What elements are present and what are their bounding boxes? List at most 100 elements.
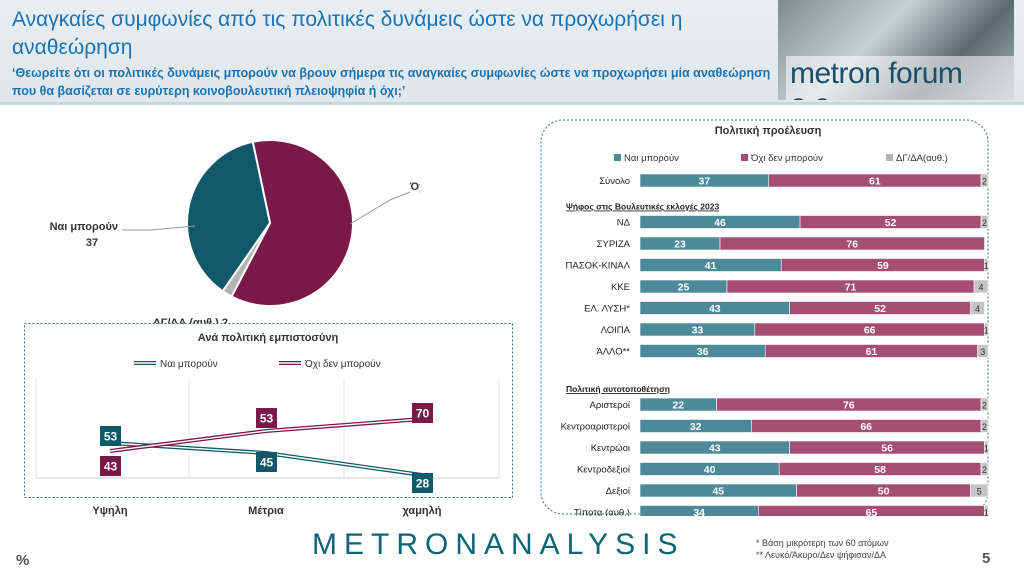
x-tick-label: Μέτρια (248, 505, 284, 517)
bar-value: 1 (984, 326, 989, 336)
bar-value: 22 (672, 400, 684, 412)
legend-swatch (886, 154, 893, 161)
bar-value: 56 (881, 443, 893, 455)
pie-value: 37 (86, 237, 98, 249)
page-number: 5 (982, 550, 991, 567)
bar-value: 1 (984, 508, 989, 516)
bar-value: 37 (699, 176, 711, 188)
legend-label: Όχι δεν μπορούν (750, 153, 823, 164)
bar-value: 66 (860, 421, 872, 433)
bar-value: 71 (845, 282, 857, 294)
bar-segment (980, 397, 989, 412)
page-title: Αναγκαίες συμφωνίες από τις πολιτικές δυ… (12, 8, 683, 59)
data-label: 53 (260, 412, 274, 426)
bar-segment (970, 301, 985, 315)
data-label-box (100, 456, 121, 476)
group-heading: Ψήφος στις Βουλευτικές εκλογές 2023 (566, 202, 719, 212)
row-label: Σύνολο (599, 176, 630, 187)
data-label: 70 (416, 407, 430, 421)
legend-swatch (614, 154, 621, 161)
legend-label: Ναι μπορούν (624, 153, 679, 164)
bar-segment (980, 173, 989, 188)
bar-value: 61 (866, 346, 878, 358)
bar-segment (984, 258, 989, 272)
bar-value: 52 (885, 217, 897, 229)
data-label-box (256, 408, 277, 428)
bar-value: 59 (877, 260, 889, 272)
header-divider (0, 102, 1024, 105)
bar-chart: Πολιτική προέλευση Ναι μπορούν Όχι δεν μπο… (540, 119, 989, 517)
footnotes: * Βάση μικρότερη των 60 ατόμων ** Λευκό/… (756, 537, 889, 561)
header-band: Αναγκαίες συμφωνίες από τις πολιτικές δυ… (0, 0, 1024, 103)
metron-forum-logo: metron forum 2.0 (778, 0, 1014, 100)
bar-segment (980, 419, 989, 433)
legend-label: Όχι δεν μπορούν (304, 358, 381, 370)
data-label: 43 (104, 460, 118, 474)
data-label-box (412, 403, 433, 423)
bar-segment (980, 462, 989, 476)
pie-slice (186, 140, 272, 293)
group-heading: Πολιτική αυτοτοποθέτηση (566, 384, 670, 394)
data-label-box (256, 452, 277, 472)
bar-value: 41 (705, 260, 717, 272)
bar-value: 1 (984, 444, 989, 454)
bar-segment (984, 322, 989, 337)
bar-value: 65 (866, 507, 878, 516)
bar-value: 4 (975, 304, 980, 314)
bar-value: 34 (693, 507, 705, 516)
data-label: 53 (104, 430, 118, 444)
bar-value: 2 (982, 422, 987, 432)
bar-value: 5 (977, 487, 982, 497)
row-label: ΆΛΛΟ** (596, 347, 630, 358)
bar-value: 66 (864, 325, 876, 337)
data-label-box (412, 473, 433, 493)
bar-value: 58 (874, 464, 886, 476)
metron-analysis-logo: METRONANALYSIS (312, 528, 685, 561)
bar-value: 2 (982, 177, 987, 187)
legend-label: Ναι μπορούν (160, 358, 218, 370)
bar-value: 43 (709, 443, 721, 455)
bar-value: 76 (843, 400, 855, 412)
bar-value: 52 (874, 303, 886, 315)
series-line-inner (109, 418, 423, 452)
row-label: Αριστεροί (589, 400, 630, 411)
bar-value: 3 (980, 347, 985, 357)
logo-text: metron forum 2.0 (786, 56, 1014, 100)
bar-value: 25 (678, 282, 690, 294)
bar-segment (973, 279, 989, 294)
chart-title: Ανά πολιτική εμπιστοσύνη (198, 332, 339, 344)
x-tick-label: Υψηλη (92, 505, 127, 517)
bar-value: 4 (979, 283, 984, 293)
bar-segment (977, 344, 989, 358)
bar-segment (719, 236, 985, 251)
bar-value: 45 (712, 486, 724, 498)
data-label-box (100, 426, 121, 446)
row-label: ΝΔ (617, 218, 631, 229)
bar-value: 43 (709, 303, 721, 315)
bar-value: 2 (982, 401, 987, 411)
row-label: Τίποτα (αυθ.) (574, 508, 630, 517)
row-label: ΕΛ. ΛΥΣΗ* (584, 304, 630, 315)
data-label: 45 (260, 456, 274, 470)
bar-segment (980, 215, 989, 229)
leader-line (122, 225, 196, 231)
leader-line (349, 191, 411, 225)
row-label: ΣΥΡΙΖΑ (597, 239, 631, 250)
bar-value: 23 (674, 239, 686, 251)
survey-question: ‘Θεωρείτε ότι οι πολιτικές δυνάμεις μπορ… (12, 66, 771, 98)
line-chart: Ανά πολιτική εμπιστοσύνη Ναι μπορούν Όχι δ… (24, 323, 513, 517)
bar-value: 76 (846, 239, 858, 251)
percent-sign: % (16, 552, 30, 569)
bar-value: 1 (984, 261, 989, 271)
bar-value: 61 (869, 176, 881, 188)
bar-value: 2 (982, 465, 987, 475)
row-label: ΛΟΙΠΑ (601, 325, 631, 336)
bar-value: 50 (878, 486, 890, 498)
row-label: Κεντροδεξιοί (577, 465, 631, 476)
bar-value: 40 (704, 464, 716, 476)
row-label: ΠΑΣΟΚ-ΚΙΝΑΛ (566, 261, 631, 272)
pie-label: Ναι μπορούν (50, 221, 118, 233)
legend-label: ΔΓ/ΔΑ(αυθ.) (896, 153, 948, 164)
bar-value: 46 (714, 217, 726, 229)
